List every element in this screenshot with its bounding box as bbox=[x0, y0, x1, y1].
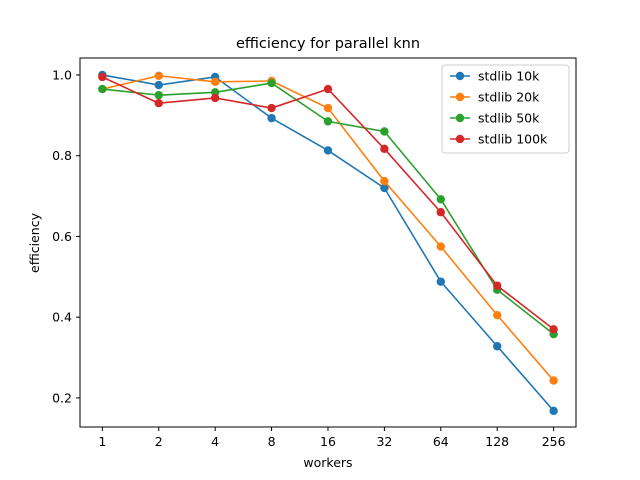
x-tick-label: 8 bbox=[268, 434, 276, 449]
data-point bbox=[380, 144, 389, 154]
legend-label: stdlib 10k bbox=[478, 69, 540, 84]
legend-item-stdlib-50k: stdlib 50k bbox=[450, 111, 540, 126]
series-stdlib-100k bbox=[98, 72, 558, 334]
data-point bbox=[493, 342, 502, 351]
legend-label: stdlib 20k bbox=[478, 90, 540, 105]
data-point bbox=[210, 93, 220, 103]
x-tick-label: 1 bbox=[98, 434, 106, 449]
data-point bbox=[154, 90, 163, 100]
data-point bbox=[98, 84, 107, 94]
data-point bbox=[493, 310, 502, 320]
legend-label: stdlib 100k bbox=[478, 132, 548, 147]
y-tick-label: 0.2 bbox=[52, 390, 72, 405]
legend-label: stdlib 50k bbox=[478, 111, 540, 126]
legend-marker bbox=[455, 92, 465, 102]
data-point bbox=[323, 146, 333, 155]
data-point bbox=[267, 113, 276, 123]
data-point bbox=[549, 376, 558, 385]
data-point bbox=[98, 72, 107, 82]
data-point bbox=[436, 208, 446, 217]
legend-item-stdlib-10k: stdlib 10k bbox=[450, 69, 540, 84]
legend-item-stdlib-20k: stdlib 20k bbox=[450, 90, 540, 105]
ticks-layer: 1 2 4 8 16 32 64 128 256 0.2 0.4 0.6 0.8 1.0 bbox=[52, 67, 565, 449]
legend: stdlib 10k stdlib 20k stdlib 50k stdlib 100… bbox=[441, 64, 570, 154]
series-layer bbox=[98, 70, 558, 416]
x-tick-label: 4 bbox=[211, 434, 219, 449]
chart-title: efficiency for parallel knn bbox=[236, 36, 420, 52]
data-point bbox=[549, 325, 558, 334]
plot-frame bbox=[79, 57, 577, 428]
data-point bbox=[380, 183, 389, 193]
x-tick-label: 256 bbox=[542, 434, 566, 449]
data-point bbox=[380, 127, 389, 136]
data-point bbox=[323, 117, 333, 126]
y-tick-label: 0.6 bbox=[52, 229, 72, 244]
data-point bbox=[436, 242, 446, 251]
x-tick-label: 64 bbox=[433, 434, 449, 449]
data-point bbox=[323, 103, 333, 113]
x-tick-label: 32 bbox=[376, 434, 392, 449]
legend-marker bbox=[455, 134, 465, 144]
x-axis-label: workers bbox=[303, 455, 352, 470]
legend-marker bbox=[455, 113, 465, 123]
data-point bbox=[549, 406, 558, 416]
y-tick-label: 0.4 bbox=[52, 310, 72, 325]
data-point bbox=[380, 176, 389, 186]
data-point bbox=[436, 195, 446, 204]
data-point bbox=[210, 77, 220, 87]
legend-box bbox=[441, 64, 570, 154]
data-point bbox=[154, 71, 163, 80]
data-point bbox=[323, 84, 333, 94]
y-tick-label: 0.8 bbox=[52, 148, 72, 163]
y-axis-label: efficiency bbox=[27, 212, 42, 273]
data-point bbox=[436, 277, 446, 286]
x-tick-label: 128 bbox=[485, 434, 509, 449]
data-point bbox=[267, 103, 276, 113]
y-tick-label: 1.0 bbox=[52, 67, 72, 82]
data-point bbox=[493, 281, 502, 290]
legend-item-stdlib-100k: stdlib 100k bbox=[450, 132, 548, 147]
x-tick-label: 2 bbox=[155, 434, 163, 449]
x-tick-label: 16 bbox=[320, 434, 336, 449]
data-point bbox=[154, 80, 163, 90]
data-point bbox=[267, 78, 276, 88]
data-point bbox=[154, 99, 163, 108]
legend-marker bbox=[455, 71, 465, 81]
